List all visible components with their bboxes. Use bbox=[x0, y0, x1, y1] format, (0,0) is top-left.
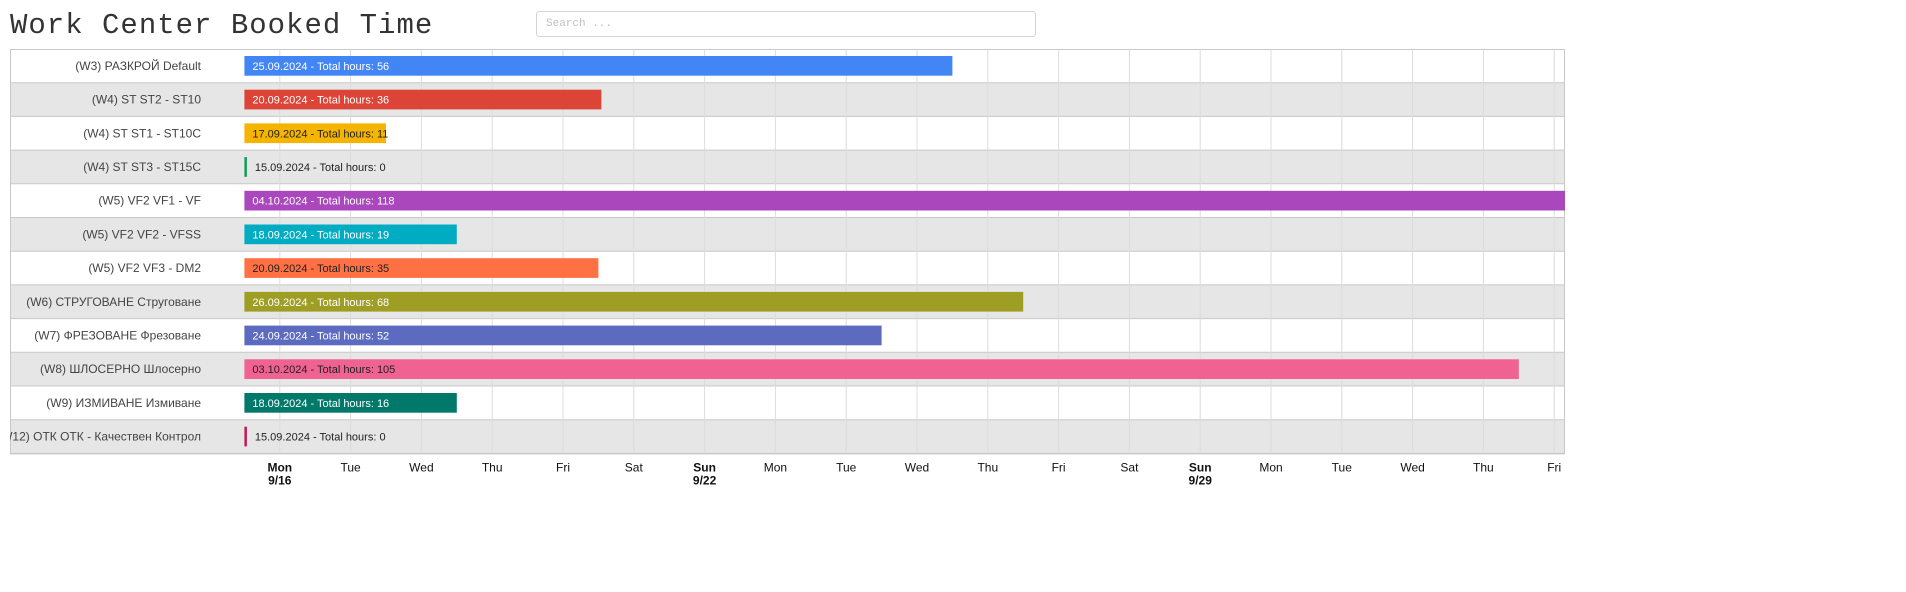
row-label: (W5) VF2 VF1 - VF bbox=[98, 194, 201, 208]
x-tick-label: Mon bbox=[1259, 460, 1282, 474]
timeline-bar-rect[interactable] bbox=[244, 190, 1565, 211]
row-label: (W4) ST ST2 - ST10 bbox=[92, 93, 201, 107]
chart-border bbox=[10, 49, 1565, 455]
row-label: (W5) VF2 VF2 - VFSS bbox=[82, 227, 201, 241]
timeline-bar-label: 03.10.2024 - Total hours: 105 bbox=[252, 364, 395, 376]
row-label: (W4) ST ST1 - ST10C bbox=[83, 126, 201, 140]
timeline-bar[interactable]: 03.10.2024 - Total hours: 105 bbox=[244, 359, 1519, 379]
timeline-bar[interactable]: 04.10.2024 - Total hours: 118 bbox=[244, 190, 1565, 211]
x-tick-label: Thu bbox=[482, 460, 503, 474]
timeline-bar-label: 20.09.2024 - Total hours: 35 bbox=[252, 263, 389, 275]
row-background bbox=[10, 386, 1565, 420]
x-tick-label: Wed bbox=[1400, 460, 1424, 474]
x-tick-label: Fri bbox=[1547, 460, 1561, 474]
x-tick-label: Mon bbox=[267, 460, 292, 474]
x-tick-label: Sun bbox=[1189, 460, 1212, 474]
grid-layer bbox=[279, 49, 1555, 454]
x-tick-label: Fri bbox=[556, 460, 570, 474]
row-label: (W6) СТРУГОВАНЕ Струговане bbox=[26, 295, 201, 309]
timeline-bar[interactable]: 25.09.2024 - Total hours: 56 bbox=[244, 56, 953, 76]
timeline-bar-label: 20.09.2024 - Total hours: 36 bbox=[252, 95, 389, 107]
timeline-bar-rect[interactable] bbox=[244, 393, 457, 413]
timeline-bar-rect[interactable] bbox=[244, 291, 1024, 312]
rows-layer bbox=[10, 49, 1565, 455]
x-tick-label: Tue bbox=[340, 460, 361, 474]
row-label: (W8) ШЛОСЕРНО Шлосерно bbox=[40, 362, 201, 376]
row-label: (W4) ST ST3 - ST15C bbox=[83, 160, 201, 174]
timeline-bar[interactable]: 17.09.2024 - Total hours: 11 bbox=[244, 123, 388, 144]
row-background bbox=[10, 251, 1565, 285]
labels-layer: (W3) РАЗКРОЙ Default (W4) ST ST2 - ST10 (W… bbox=[10, 58, 202, 444]
x-tick-label: Thu bbox=[1473, 460, 1494, 474]
timeline-bar[interactable]: 26.09.2024 - Total hours: 68 bbox=[244, 291, 1024, 312]
search-input[interactable] bbox=[536, 11, 1036, 37]
x-tick-date-label: 9/22 bbox=[693, 473, 717, 487]
x-tick-label: Sat bbox=[625, 460, 644, 474]
timeline-bar-rect[interactable] bbox=[244, 157, 247, 177]
x-tick-label: Tue bbox=[836, 460, 857, 474]
timeline-bar-rect[interactable] bbox=[244, 258, 599, 278]
timeline-bar[interactable]: 24.09.2024 - Total hours: 52 bbox=[244, 325, 882, 346]
x-tick-label: Wed bbox=[905, 460, 929, 474]
timeline-bar[interactable]: 20.09.2024 - Total hours: 36 bbox=[244, 89, 602, 110]
x-tick-date-label: 9/29 bbox=[1189, 473, 1213, 487]
bars-layer: 25.09.2024 - Total hours: 56 20.09.2024 -… bbox=[244, 56, 1565, 447]
x-tick-date-label: 9/16 bbox=[268, 473, 292, 487]
row-label: (W5) VF2 VF3 - DM2 bbox=[88, 261, 201, 275]
timeline-bar-rect[interactable] bbox=[244, 325, 882, 346]
timeline-bar-rect[interactable] bbox=[244, 56, 953, 76]
row-label: (W9) ИЗМИВАНЕ Измиване bbox=[46, 396, 201, 410]
timeline-bar-label: 04.10.2024 - Total hours: 118 bbox=[252, 196, 394, 208]
timeline-bar-label: 18.09.2024 - Total hours: 19 bbox=[252, 229, 389, 241]
timeline-bar-rect[interactable] bbox=[244, 123, 386, 144]
x-tick-label: Thu bbox=[977, 460, 998, 474]
x-tick-label: Fri bbox=[1052, 460, 1066, 474]
timeline-chart: 25.09.2024 - Total hours: 56 20.09.2024 -… bbox=[10, 49, 1565, 487]
timeline-bar-label: 25.09.2024 - Total hours: 56 bbox=[252, 61, 389, 73]
timeline-bar-rect[interactable] bbox=[244, 426, 247, 447]
row-background bbox=[10, 217, 1565, 252]
row-label: (W12) ОТК ОТК - Качествен Контрол bbox=[10, 430, 201, 444]
timeline-bar[interactable]: 15.09.2024 - Total hours: 0 bbox=[244, 426, 386, 447]
row-background bbox=[10, 419, 1565, 454]
timeline-bar-label: 18.09.2024 - Total hours: 16 bbox=[252, 398, 389, 410]
timeline-bar[interactable]: 20.09.2024 - Total hours: 35 bbox=[244, 258, 599, 278]
timeline-bar-label: 24.09.2024 - Total hours: 52 bbox=[252, 330, 389, 342]
row-label: (W7) ФРЕЗОВАНЕ Фрезоване bbox=[34, 328, 201, 342]
row-background bbox=[10, 82, 1565, 117]
page-title: Work Center Booked Time bbox=[10, 9, 434, 42]
x-tick-label: Sun bbox=[693, 460, 716, 474]
timeline-bar-label: 26.09.2024 - Total hours: 68 bbox=[252, 297, 389, 309]
x-tick-label: Sat bbox=[1120, 460, 1139, 474]
timeline-bar[interactable]: 18.09.2024 - Total hours: 19 bbox=[244, 224, 457, 245]
timeline-bar-rect[interactable] bbox=[244, 89, 602, 110]
x-tick-label: Wed bbox=[409, 460, 433, 474]
row-background bbox=[10, 150, 1565, 184]
timeline-bar-label: 15.09.2024 - Total hours: 0 bbox=[255, 432, 386, 444]
timeline-bar-label: 17.09.2024 - Total hours: 11 bbox=[252, 128, 388, 140]
x-tick-label: Tue bbox=[1332, 460, 1353, 474]
timeline-bar-label: 15.09.2024 - Total hours: 0 bbox=[255, 162, 386, 174]
timeline-bar-rect[interactable] bbox=[244, 359, 1519, 379]
row-background bbox=[10, 116, 1565, 151]
timeline-bar[interactable]: 15.09.2024 - Total hours: 0 bbox=[244, 157, 386, 177]
timeline-bar-rect[interactable] bbox=[244, 224, 457, 245]
row-label: (W3) РАЗКРОЙ Default bbox=[75, 58, 201, 73]
x-tick-label: Mon bbox=[764, 460, 787, 474]
timeline-bar[interactable]: 18.09.2024 - Total hours: 16 bbox=[244, 393, 457, 413]
